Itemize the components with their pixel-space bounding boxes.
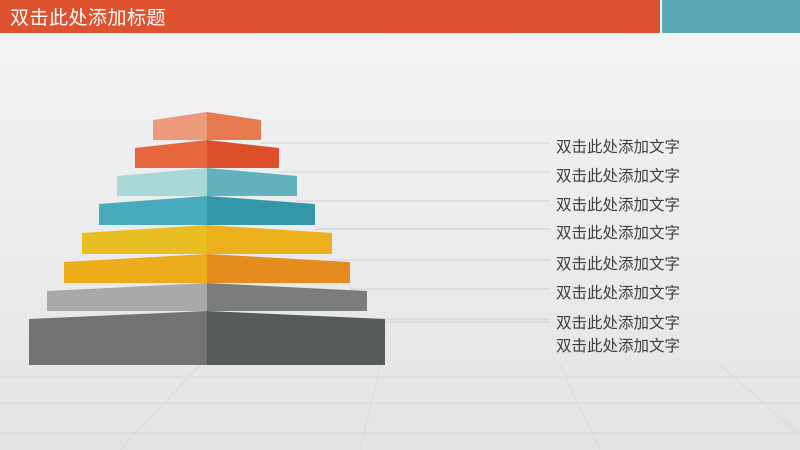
tier-label-1[interactable]: 双击此处添加文字	[556, 138, 681, 156]
pyramid-tier-2-left-face	[135, 140, 207, 168]
tier-label-8[interactable]: 双击此处添加文字	[556, 337, 681, 355]
pyramid-tier-4-right-face	[207, 196, 315, 225]
pyramid-tier-7-left-face	[47, 283, 207, 311]
pyramid-tier-7-right-face	[207, 283, 367, 311]
floor-grid	[0, 365, 800, 450]
title-bar: 双击此处添加标题	[0, 0, 660, 33]
pyramid-tier-1-right-face	[207, 112, 261, 140]
pyramid-tier-6-right-face	[207, 254, 350, 283]
tier-label-3[interactable]: 双击此处添加文字	[556, 196, 681, 214]
tier-label-5[interactable]: 双击此处添加文字	[556, 255, 681, 273]
pyramid-tier-6-left-face	[64, 254, 207, 283]
pyramid-tier-4-left-face	[99, 196, 207, 225]
pyramid-tier-2-right-face	[207, 140, 279, 168]
slide-title[interactable]: 双击此处添加标题	[10, 7, 167, 29]
pyramid-tier-3-left-face	[117, 168, 207, 196]
tier-label-2[interactable]: 双击此处添加文字	[556, 167, 681, 185]
pyramid-tier-5-right-face	[207, 225, 332, 254]
tier-label-7[interactable]: 双击此处添加文字	[556, 314, 681, 332]
title-accent-bar	[662, 0, 800, 33]
pyramid-tier-8-right-face	[207, 311, 385, 365]
tier-label-6[interactable]: 双击此处添加文字	[556, 284, 681, 302]
pyramid-tier-3-right-face	[207, 168, 297, 196]
pyramid-tier-1-left-face	[153, 112, 207, 140]
tier-label-4[interactable]: 双击此处添加文字	[556, 224, 681, 242]
pyramid-tier-5-left-face	[82, 225, 207, 254]
pyramid-tier-8-left-face	[29, 311, 207, 365]
